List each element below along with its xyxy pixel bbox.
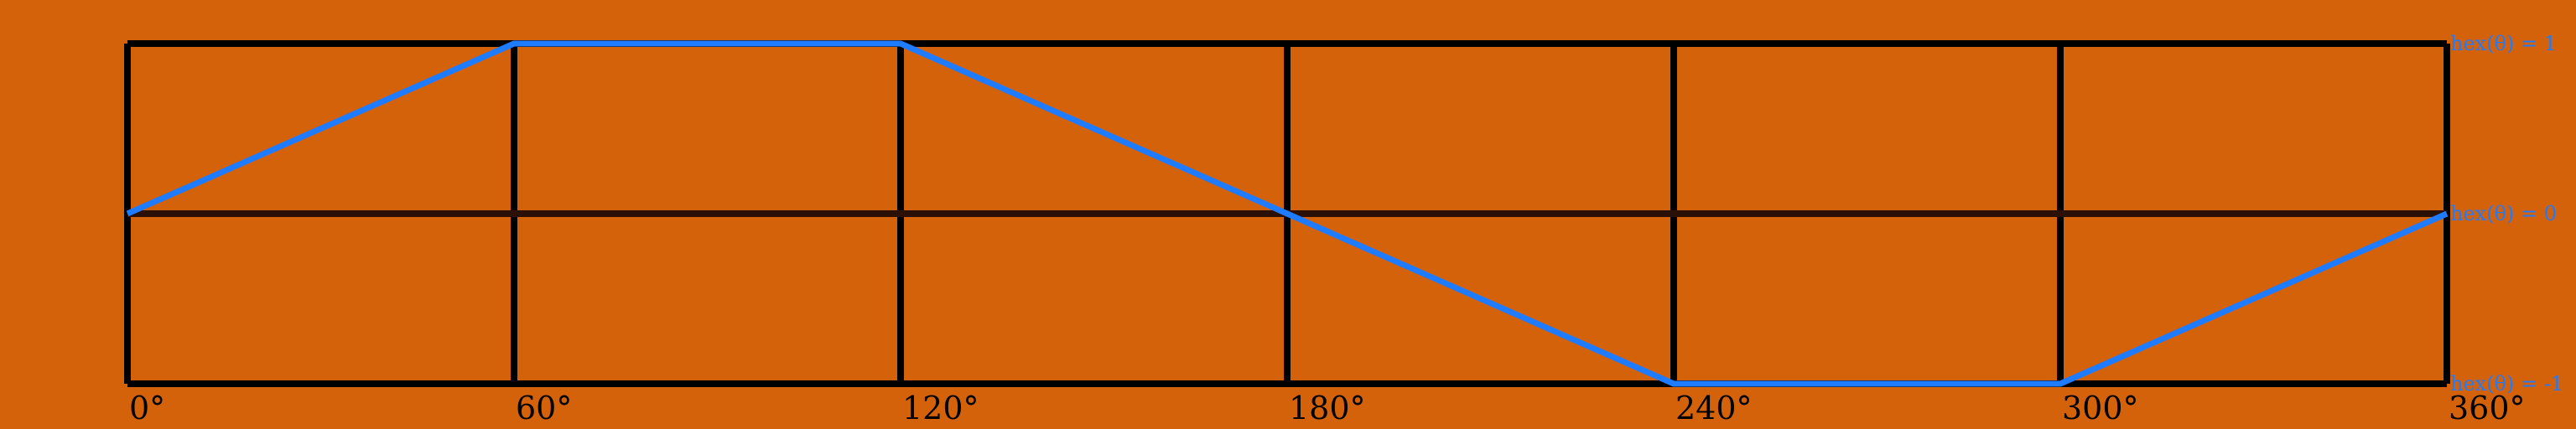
- x-tick-label: 180°: [1289, 390, 1366, 426]
- reference-label: hex(θ) = 1: [2450, 32, 2557, 55]
- x-tick-label: 0°: [129, 390, 165, 426]
- reference-label: hex(θ) = 0: [2450, 202, 2557, 225]
- series: [126, 40, 2449, 387]
- series-line: [126, 40, 2449, 387]
- x-tick-label: 300°: [2062, 390, 2139, 426]
- x-tick-label: 240°: [1675, 390, 1753, 426]
- reference-label: hex(θ) = -1: [2450, 372, 2563, 395]
- x-tick-label: 360°: [2449, 390, 2526, 426]
- x-tick-labels: 0° 60° 120° 180° 240° 300° 360°: [129, 390, 2526, 426]
- x-tick-label: 120°: [902, 390, 979, 426]
- reference-labels: hex(θ) = 1 hex(θ) = 0 hex(θ) = -1: [2450, 32, 2563, 395]
- x-tick-label: 60°: [516, 390, 572, 426]
